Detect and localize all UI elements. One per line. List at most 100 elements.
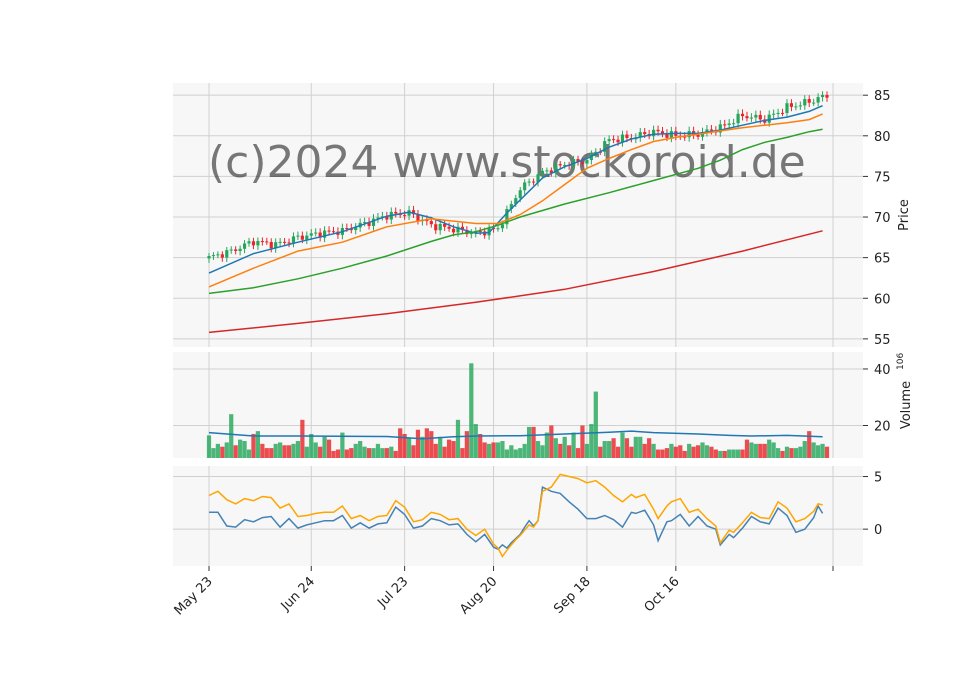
candlestick xyxy=(794,102,798,111)
candle-body xyxy=(478,231,482,233)
candle-body xyxy=(549,170,553,174)
candle-body xyxy=(447,226,451,229)
volume-bar xyxy=(504,449,509,458)
candle-body xyxy=(376,217,380,219)
volume-bar xyxy=(433,443,438,458)
candle-body xyxy=(274,242,278,249)
volume-bar xyxy=(589,424,594,458)
candle-body xyxy=(767,114,771,123)
candle-body xyxy=(745,116,749,119)
candle-body xyxy=(749,117,754,119)
volume-bar xyxy=(260,443,265,458)
volume-bar xyxy=(291,443,296,458)
volume-bar xyxy=(358,441,363,458)
candlestick xyxy=(736,109,740,128)
candle-body xyxy=(789,103,794,107)
volume-tick-label: 20 xyxy=(874,419,891,434)
candlestick xyxy=(247,237,251,247)
candle-body xyxy=(309,233,313,236)
candle-body xyxy=(211,255,216,257)
series-lines xyxy=(208,105,824,558)
candle-body xyxy=(465,230,469,235)
candlestick xyxy=(291,232,296,248)
volume-bar xyxy=(451,441,456,458)
candlestick xyxy=(385,211,389,224)
volume-bar xyxy=(300,419,305,458)
price-ma-line-red xyxy=(208,230,823,334)
volume-bar xyxy=(607,441,612,458)
volume-bar xyxy=(251,433,256,458)
candle-body xyxy=(469,232,473,235)
candle-body xyxy=(327,230,331,232)
volume-bar xyxy=(464,431,469,458)
candlestick xyxy=(549,167,553,177)
price-tick-label: 80 xyxy=(874,130,891,145)
volume-bar xyxy=(580,425,585,458)
candlestick xyxy=(216,251,220,259)
candle-body xyxy=(300,235,304,240)
candle-body xyxy=(563,165,567,167)
volume-panel-background xyxy=(173,352,863,458)
volume-bar xyxy=(664,448,670,458)
volume-bar xyxy=(326,439,332,458)
volume-bar xyxy=(735,449,741,458)
volume-bar xyxy=(727,449,732,458)
candle-body xyxy=(287,242,291,244)
candlestick xyxy=(265,237,269,245)
price-ma-line-green xyxy=(208,128,823,295)
candle-body xyxy=(411,210,416,215)
candlestick xyxy=(718,119,722,137)
candlestick xyxy=(238,245,242,256)
volume-bar xyxy=(798,446,803,458)
candlestick xyxy=(807,95,811,107)
candlestick xyxy=(612,135,616,144)
candle-body xyxy=(780,112,785,114)
candle-body xyxy=(514,198,518,205)
indicator-line-orange xyxy=(208,473,823,558)
volume-bar xyxy=(242,441,247,458)
volume-bar xyxy=(762,443,767,458)
indicator-tick-label: 0 xyxy=(874,523,882,538)
candle-body xyxy=(798,105,802,107)
volume-bar xyxy=(824,446,830,458)
candle-body xyxy=(460,226,465,231)
volume-bar xyxy=(255,431,261,458)
candle-body xyxy=(683,136,687,138)
candle-body xyxy=(331,231,336,233)
candle-body xyxy=(305,235,309,240)
candle-body xyxy=(443,223,447,227)
volume-bar xyxy=(518,448,523,458)
candlestick xyxy=(380,211,384,221)
candlestick xyxy=(816,93,820,107)
volume-bar xyxy=(278,442,283,458)
volume-bar xyxy=(273,443,278,458)
volume-bar xyxy=(709,446,714,458)
candle-body xyxy=(416,214,420,222)
candle-body xyxy=(380,216,384,218)
candle-body xyxy=(314,232,318,234)
x-tick-label: Oct 16 xyxy=(642,574,683,615)
volume-bar xyxy=(549,425,554,458)
volume-bar xyxy=(522,443,527,458)
price-ma-line-orange xyxy=(208,113,823,288)
candlestick xyxy=(260,237,264,246)
candle-body xyxy=(620,134,625,143)
candle-body xyxy=(656,129,660,132)
candlestick xyxy=(732,118,736,127)
volume-bar xyxy=(238,439,243,458)
candlestick xyxy=(207,253,211,263)
candlestick xyxy=(660,126,665,138)
candlestick xyxy=(745,111,749,122)
candle-body xyxy=(687,131,691,138)
volume-bar xyxy=(224,442,229,458)
volume-bar xyxy=(331,450,336,458)
volume-bar xyxy=(229,414,234,458)
volume-bar xyxy=(531,426,536,458)
volume-bar xyxy=(682,450,687,458)
candle-body xyxy=(772,113,776,115)
candlestick xyxy=(220,251,224,262)
candlestick xyxy=(576,155,580,166)
candle-body xyxy=(207,256,211,259)
